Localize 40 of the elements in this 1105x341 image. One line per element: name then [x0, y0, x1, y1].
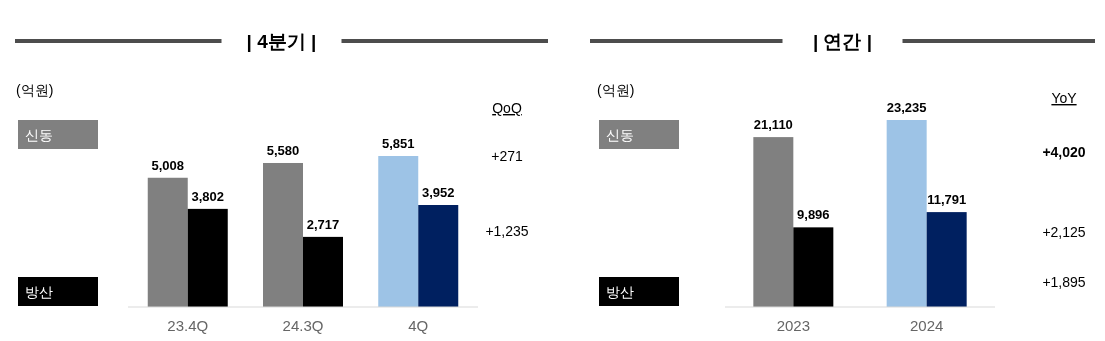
- bar: [793, 227, 834, 307]
- bar: [147, 177, 188, 307]
- text: 신동: [25, 127, 53, 143]
- x-tick-label: 4Q: [408, 317, 429, 334]
- x-tick-label: 2023: [776, 317, 811, 334]
- bar: [187, 208, 228, 307]
- text: +1,895: [1042, 274, 1086, 290]
- y-axis-title: (억원): [16, 82, 54, 98]
- text: +4,020: [1042, 144, 1086, 160]
- chart-title: | 연간 |: [812, 31, 873, 52]
- data-label: 5,008: [151, 157, 185, 173]
- data-label: 5,580: [266, 142, 300, 158]
- text: 방산: [25, 284, 53, 300]
- text: 신동: [606, 127, 634, 143]
- text: QoQ: [492, 100, 522, 116]
- bar: [753, 137, 794, 307]
- bar: [303, 236, 343, 307]
- bar: [926, 212, 967, 307]
- x-tick-label: 23.4Q: [167, 317, 209, 334]
- data-label: 5,851: [381, 136, 415, 151]
- text: 방산: [606, 284, 634, 300]
- x-tick-label: 2024: [909, 317, 944, 334]
- bar: [378, 156, 419, 307]
- data-label: 21,110: [753, 117, 793, 133]
- bar: [263, 162, 303, 307]
- y-axis-title: (억원): [597, 82, 635, 98]
- text: +271: [491, 148, 523, 164]
- text: +1,235: [485, 223, 529, 239]
- data-label: 2,717: [306, 216, 340, 232]
- data-label: 11,791: [927, 192, 967, 208]
- data-label: 3,802: [191, 188, 225, 204]
- chart-title: | 4분기 |: [246, 31, 317, 52]
- bar: [886, 120, 927, 307]
- text: +2,125: [1042, 224, 1086, 240]
- x-tick-label: 24.3Q: [282, 317, 324, 334]
- bar: [418, 205, 459, 307]
- data-label: 3,952: [421, 185, 455, 201]
- data-label: 23,235: [886, 100, 927, 115]
- data-label: 9,896: [797, 207, 830, 223]
- text: YoY: [1051, 90, 1078, 106]
